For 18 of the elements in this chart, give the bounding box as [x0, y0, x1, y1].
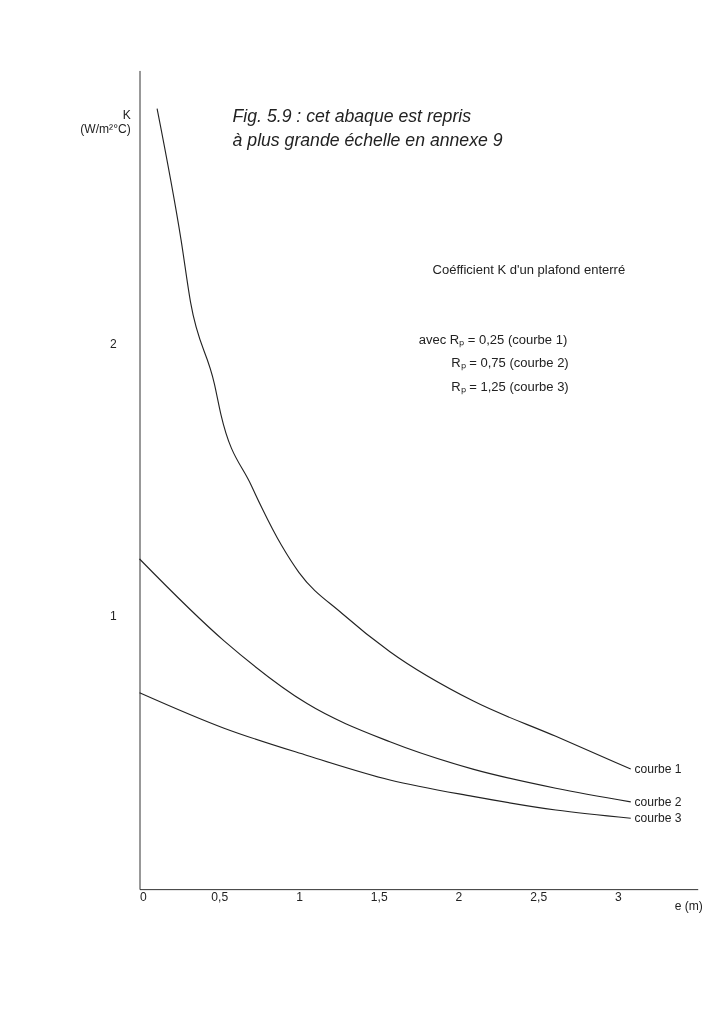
x-tick-label: 1,5 [370, 889, 388, 904]
annotation: Rₚ = 1,25 (courbe 3) [451, 378, 569, 395]
annotation: Coéfficient K d'un plafond enterré [432, 262, 626, 278]
annotation: avec Rₚ = 0,25 (courbe 1) [418, 332, 568, 348]
x-tick-label: 0 [140, 889, 148, 904]
annotation: Rₚ = 0,75 (courbe 2) [451, 355, 569, 372]
text: Fig. 5.9 : cet abaque est repris à plus grande échelle en annexe 9 [232, 105, 503, 150]
series-label: courbe 2 [634, 794, 682, 809]
series-label: courbe 3 [634, 810, 682, 825]
series-label: courbe 1 [634, 761, 682, 776]
x-tick-label: 1 [296, 889, 304, 904]
line-series [156, 108, 632, 770]
x-tick-label: 3 [615, 889, 623, 904]
x-tick-label: 2 [455, 889, 463, 904]
y-axis-title: K (W/m²°C) [80, 108, 131, 137]
x-axis-title: e (m) [674, 899, 703, 914]
x-tick-label: 2,5 [530, 889, 548, 904]
x-tick-label: 0,5 [211, 889, 229, 904]
